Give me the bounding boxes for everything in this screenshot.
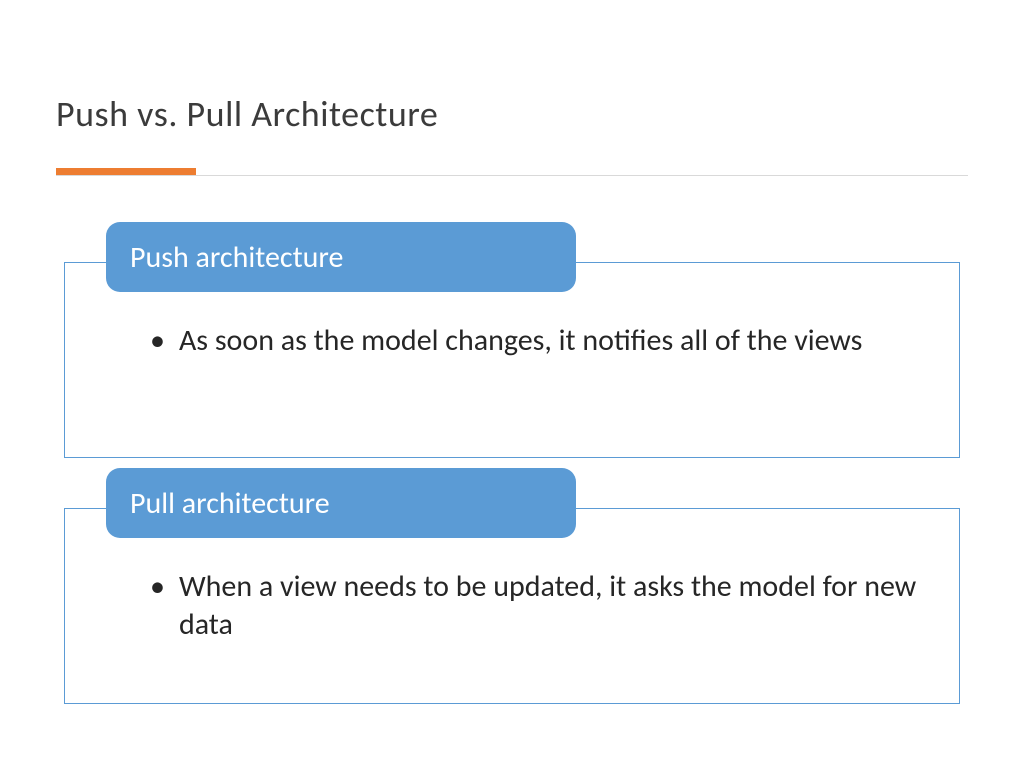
block-header: Pull architecture (106, 468, 576, 538)
block-content: • When a view needs to be updated, it as… (150, 568, 920, 645)
bullet-item: • When a view needs to be updated, it as… (150, 568, 920, 645)
divider-line (56, 175, 968, 176)
block-header: Push architecture (106, 222, 576, 292)
slide-title: Push vs. Pull Architecture (56, 92, 438, 136)
bullet-dot-icon: • (150, 322, 165, 360)
block-content: • As soon as the model changes, it notif… (150, 322, 920, 360)
bullet-text: As soon as the model changes, it notifie… (179, 322, 920, 360)
bullet-dot-icon: • (150, 568, 165, 606)
title-divider (56, 168, 968, 176)
bullet-text: When a view needs to be updated, it asks… (179, 568, 920, 645)
bullet-item: • As soon as the model changes, it notif… (150, 322, 920, 360)
